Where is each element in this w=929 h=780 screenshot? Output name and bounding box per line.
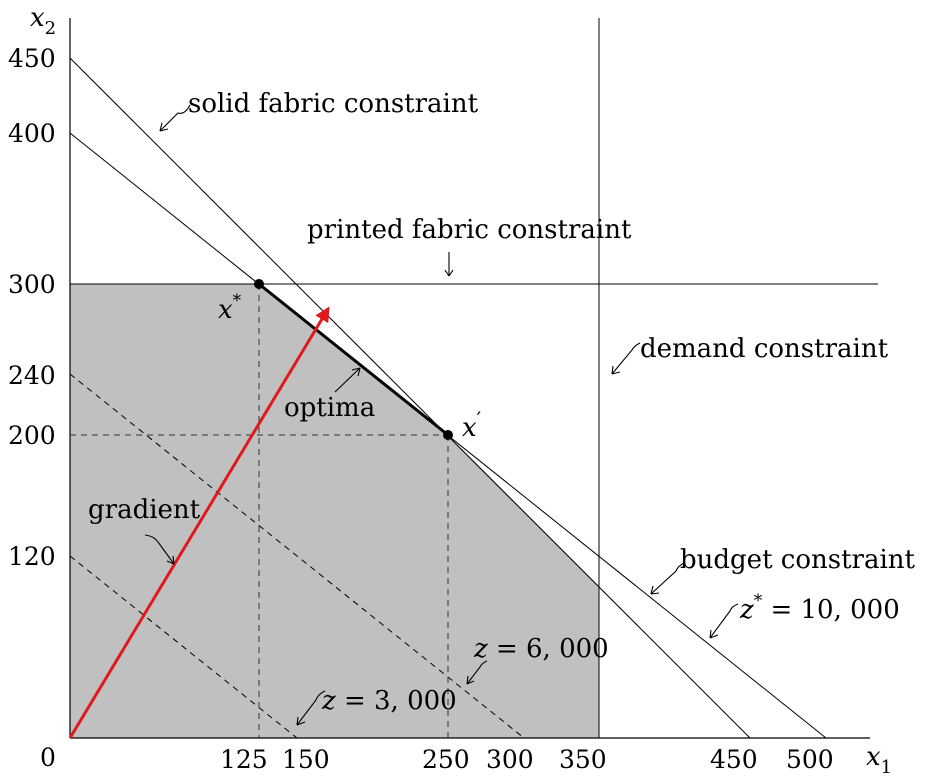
x-tick-label: 150 (282, 745, 330, 774)
x-tick-label: 300 (486, 745, 534, 774)
gradient-pointer (144, 534, 175, 565)
demand-pointer (611, 342, 641, 375)
gradient-label: gradient (88, 495, 201, 525)
x-tick-label: 125 (220, 745, 268, 774)
y-tick-label: 450 (8, 44, 56, 73)
optima-segment (258, 282, 449, 437)
x-prime-point (443, 430, 453, 440)
printed-fabric-label: printed fabric constraint (307, 215, 632, 245)
z6000-label: z = 6, 000 (473, 634, 609, 664)
z3000-label: z = 3, 000 (321, 686, 457, 716)
x-tick-label: 250 (422, 745, 470, 774)
y-tick-label: 400 (8, 119, 56, 148)
z-star-label: z* = 10, 000 (739, 591, 900, 625)
x-star-point (254, 279, 264, 289)
x-tick-label: 450 (710, 745, 758, 774)
x-prime-label: x′ (462, 407, 482, 443)
y-tick-label: 120 (8, 542, 56, 571)
y-tick-label: 300 (8, 270, 56, 299)
budget-pointer (650, 562, 685, 595)
optima-pointer (334, 367, 361, 393)
z3000-pointer (296, 690, 326, 726)
budget-label: budget constraint (680, 545, 916, 575)
z-star-pointer (709, 603, 739, 639)
x-tick-label: 500 (786, 745, 834, 774)
y-tick-label: 200 (8, 421, 56, 450)
y-tick-label: 240 (8, 361, 56, 390)
gradient-arrow (68, 306, 330, 739)
origin-label: 0 (40, 743, 56, 772)
solid-fabric-pointer (159, 104, 191, 132)
annotation-arrows (144, 104, 739, 726)
x-tick-label: 350 (559, 745, 607, 774)
feasible-region (70, 284, 599, 738)
solid-fabric-constraint-line (69, 57, 751, 739)
demand-label: demand constraint (640, 334, 889, 364)
y-axis-label: x2 (30, 3, 56, 39)
optima-label: optima (284, 393, 375, 423)
solid-fabric-label: solid fabric constraint (188, 89, 479, 119)
x-axis-label: x1 (866, 742, 892, 775)
z6000-pointer (466, 660, 488, 685)
x-star-label: x* (218, 291, 242, 325)
